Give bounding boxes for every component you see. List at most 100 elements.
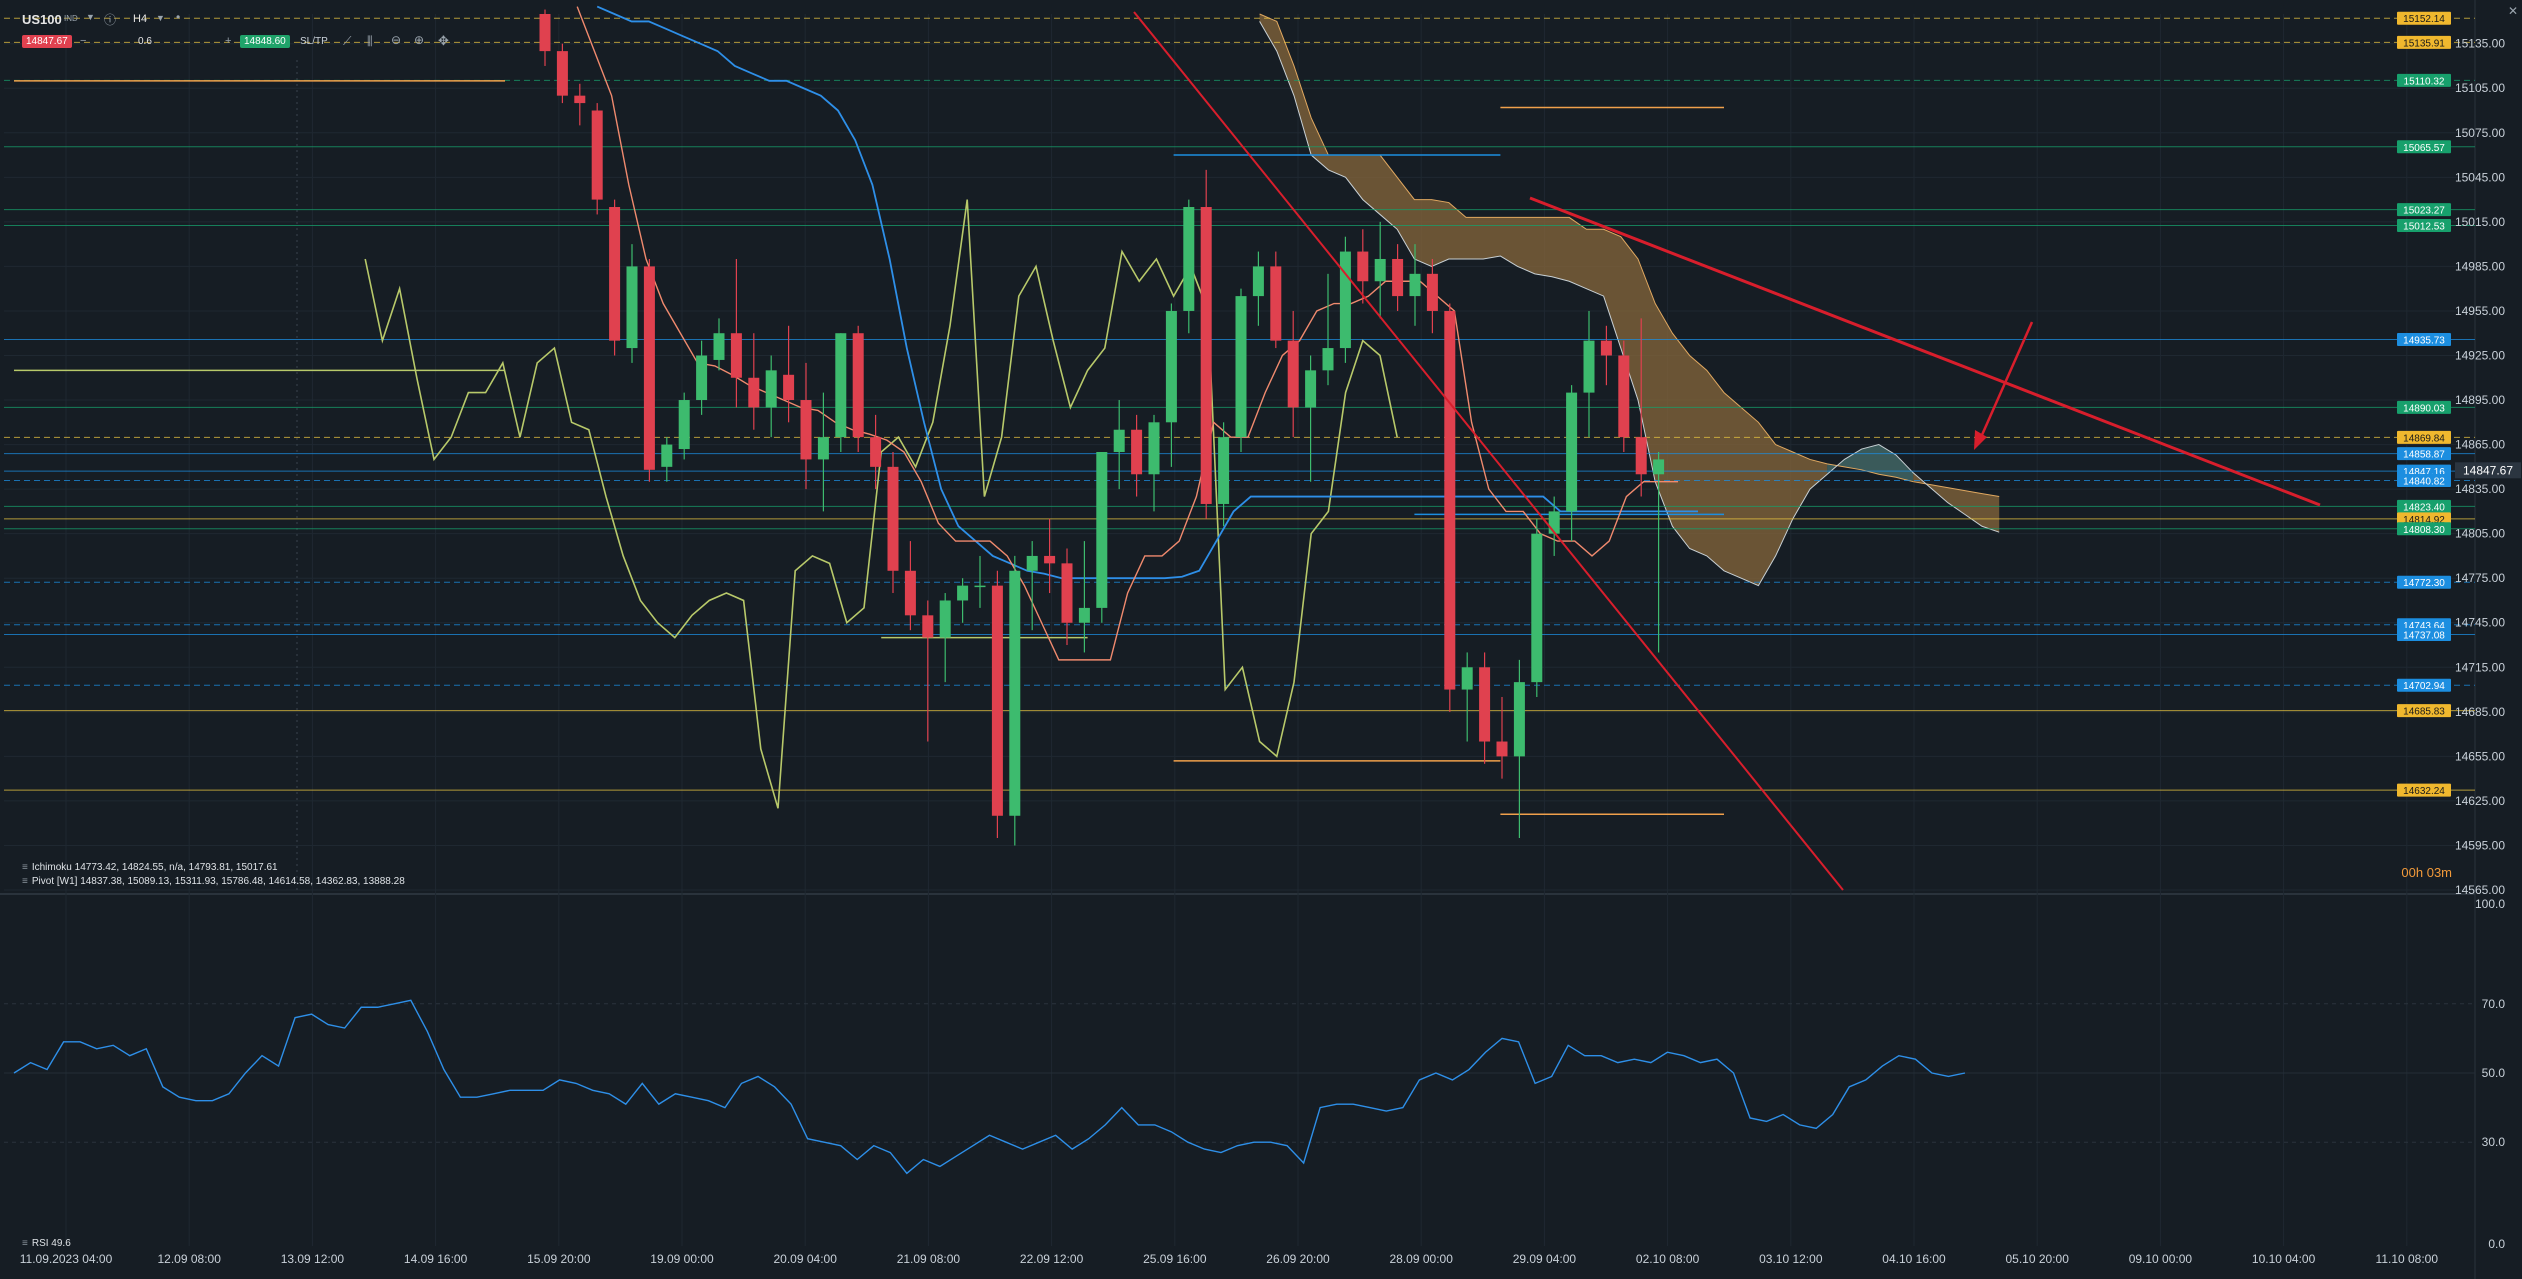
candle-body — [1548, 511, 1560, 534]
symbol-name[interactable]: US100 — [22, 12, 62, 27]
zoom-in-icon[interactable]: ⊕ — [414, 33, 425, 47]
senkou-span-a — [1259, 13, 2000, 498]
time-axis-label: 02.10 08:00 — [1636, 1252, 1700, 1266]
candle-body — [556, 51, 568, 96]
candle-body — [765, 370, 777, 408]
candle-body — [1183, 207, 1195, 311]
price-tick-label: 14835.00 — [2455, 482, 2505, 496]
crosshair-icon[interactable]: ✥ — [438, 33, 449, 48]
candle-body — [1044, 555, 1056, 564]
time-axis-label: 11.10 08:00 — [2376, 1252, 2439, 1266]
candle-body — [1374, 258, 1386, 282]
candle-body — [1583, 340, 1595, 393]
price-level-tag — [2397, 678, 2451, 692]
candle-body — [713, 333, 725, 360]
price-level-tag-text: 14808.30 — [2403, 525, 2445, 536]
candle-body — [1009, 570, 1021, 816]
price-tick-label: 14985.00 — [2455, 259, 2505, 273]
line-chart-icon[interactable]: ⟋ — [343, 34, 352, 48]
candle-body — [1635, 437, 1647, 475]
indicator-settings-icon[interactable]: ≡ — [22, 876, 28, 887]
chart-toolbar: US100 IND ▼ ⓘ H4 ▼ • 14847.67 − 0.6 + 14… — [0, 0, 520, 52]
lot-increase-button[interactable]: + — [225, 35, 232, 47]
candle-body — [1461, 667, 1473, 690]
price-level-tag — [2397, 628, 2451, 642]
indicator-settings-icon[interactable]: ≡ — [22, 1238, 28, 1249]
timeframe-selector[interactable]: H4 — [133, 13, 148, 25]
time-axis-label: 05.10 20:00 — [2005, 1252, 2069, 1266]
rsi-tick-label: 0.0 — [2488, 1237, 2505, 1251]
time-axis-label: 29.09 04:00 — [1513, 1252, 1577, 1266]
price-tick-label: 15075.00 — [2455, 126, 2505, 140]
candle-body — [939, 600, 951, 638]
candle-body — [748, 377, 760, 408]
sltp-button[interactable]: SL/TP — [300, 36, 328, 47]
candle-body — [1305, 370, 1317, 408]
price-tick-label: 14955.00 — [2455, 304, 2505, 318]
candle-body — [835, 333, 847, 438]
time-axis-label: 14.09 16:00 — [404, 1252, 468, 1266]
candle-body — [1096, 452, 1108, 608]
candle-body — [1322, 348, 1334, 371]
indicator-settings-icon[interactable]: ≡ — [22, 862, 28, 873]
zoom-out-icon[interactable]: ⊖ — [391, 33, 402, 47]
candle-body — [678, 400, 690, 450]
candle-body — [1496, 741, 1508, 757]
timeframe-dropdown-icon[interactable]: ▼ — [156, 13, 165, 23]
candle-body — [1165, 310, 1177, 423]
senkou-span-b — [1259, 21, 2000, 587]
pivot-legend[interactable]: ≡ Pivot [W1] 14837.38, 15089.13, 15311.93… — [22, 876, 405, 887]
candle-body — [991, 585, 1003, 816]
pivot-legend-text: Pivot [W1] 14837.38, 15089.13, 15311.93,… — [31, 876, 405, 887]
lot-decrease-button[interactable]: − — [80, 35, 87, 47]
time-axis-label: 21.09 08:00 — [897, 1252, 961, 1266]
candle-body — [817, 437, 829, 460]
rsi-tick-label: 70.0 — [2482, 997, 2506, 1011]
price-level-tag-text: 15135.91 — [2403, 38, 2445, 49]
close-icon[interactable]: ✕ — [2507, 4, 2518, 18]
price-tick-label: 14625.00 — [2455, 794, 2505, 808]
time-axis-label: 03.10 12:00 — [1759, 1252, 1823, 1266]
candle-body — [1200, 207, 1212, 504]
rsi-legend[interactable]: ≡ RSI 49.6 — [22, 1238, 71, 1249]
candles-icon[interactable]: ⫼ — [367, 34, 373, 48]
time-axis-label: 22.09 12:00 — [1020, 1252, 1084, 1266]
candle-countdown: 00h 03m — [2401, 865, 2452, 880]
price-tick-label: 14655.00 — [2455, 749, 2505, 763]
price-level-tag-text: 14685.83 — [2403, 707, 2445, 718]
ichimoku-legend[interactable]: ≡ Ichimoku 14773.42, 14824.55, n/a, 14793… — [22, 862, 278, 873]
time-axis-label: 12.09 08:00 — [157, 1252, 221, 1266]
price-level-tag-text: 14823.40 — [2403, 502, 2445, 513]
candle-body — [1252, 266, 1264, 297]
candle-body — [661, 444, 673, 467]
candle-body — [800, 400, 812, 460]
price-level-tag-text: 14632.24 — [2403, 786, 2445, 797]
price-level-tag — [2397, 522, 2451, 536]
time-axis-label: 20.09 04:00 — [773, 1252, 837, 1266]
price-tick-label: 15045.00 — [2455, 170, 2505, 184]
price-level-tag — [2397, 219, 2451, 233]
rsi-legend-text: RSI 49.6 — [31, 1238, 71, 1249]
symbol-dropdown-icon[interactable]: ▼ — [86, 12, 95, 22]
rsi-tick-label: 100.0 — [2475, 897, 2505, 911]
time-axis-label: 25.09 16:00 — [1143, 1252, 1207, 1266]
lot-size-input[interactable]: 0.6 — [138, 36, 152, 47]
price-tick-label: 15105.00 — [2455, 81, 2505, 95]
rsi-tick-label: 30.0 — [2482, 1135, 2506, 1149]
candle-body — [1078, 607, 1090, 623]
price-level-tag-text: 15023.27 — [2403, 206, 2445, 217]
trendline — [1529, 196, 2321, 507]
sell-button[interactable]: 14847.67 — [22, 35, 72, 48]
candle-body — [1409, 273, 1421, 297]
info-icon[interactable]: ⓘ — [104, 13, 117, 27]
price-level-tag-text: 14702.94 — [2403, 681, 2445, 692]
ichimoku-cloud — [1913, 472, 2000, 533]
more-icon[interactable]: • — [176, 10, 181, 24]
buy-button[interactable]: 14848.60 — [240, 35, 290, 48]
current-price-tag-text: 14847.67 — [2463, 463, 2513, 477]
candle-body — [852, 333, 864, 438]
price-tick-label: 14895.00 — [2455, 393, 2505, 407]
candle-body — [1113, 429, 1125, 452]
candle-body — [1218, 437, 1230, 504]
